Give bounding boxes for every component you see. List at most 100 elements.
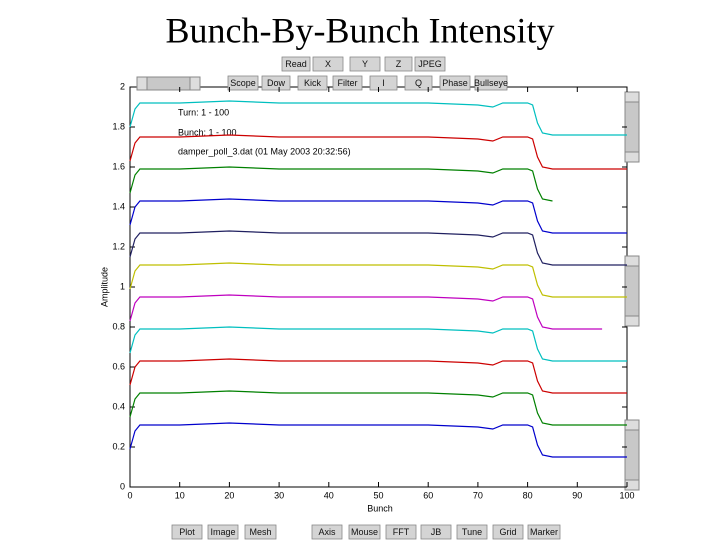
button[interactable]: JB [420, 524, 452, 540]
button-label: Phase [442, 78, 468, 88]
y-tick-label: 0.2 [112, 441, 125, 451]
button[interactable]: Plot [171, 524, 203, 540]
data-line [129, 422, 627, 458]
button-label: JPEG [418, 59, 442, 69]
x-tick-label: 70 [473, 490, 483, 500]
button[interactable]: Mesh [244, 524, 277, 540]
button[interactable]: Tune [456, 524, 488, 540]
button-face [527, 524, 561, 540]
y-tick-label: 0.6 [112, 361, 125, 371]
button[interactable]: Phase [439, 75, 471, 91]
x-tick-label: 10 [175, 490, 185, 500]
annotation: damper_poll_3.dat (01 May 2003 20:32:56) [178, 146, 351, 156]
button-label: FFT [393, 527, 410, 537]
chart-title: Bunch-By-Bunch Intensity [166, 10, 555, 50]
button-label: Mouse [351, 527, 378, 537]
x-tick-label: 90 [572, 490, 582, 500]
button-face [312, 56, 344, 72]
annotation: Turn: 1 - 100 [178, 107, 229, 117]
button[interactable]: Bullseye [474, 75, 508, 91]
annotation: Bunch: 1 - 100 [178, 127, 237, 137]
button[interactable]: Y [349, 56, 381, 72]
data-line [129, 166, 553, 202]
button[interactable]: Q [404, 75, 433, 91]
button-label: Plot [179, 527, 195, 537]
button[interactable]: Filter [332, 75, 363, 91]
button-label: Kick [304, 78, 322, 88]
button-face [420, 524, 452, 540]
button-label: Filter [338, 78, 358, 88]
y-tick-label: 1.4 [112, 201, 125, 211]
button-face [281, 56, 311, 72]
button[interactable]: Mouse [348, 524, 381, 540]
button-label: X [325, 59, 331, 69]
button[interactable]: Read [281, 56, 311, 72]
x-tick-label: 80 [523, 490, 533, 500]
x-tick-label: 40 [324, 490, 334, 500]
data-line [129, 100, 627, 136]
button[interactable]: FFT [385, 524, 417, 540]
button-label: Q [415, 78, 422, 88]
scrollbar[interactable] [624, 255, 640, 327]
button-face [492, 524, 524, 540]
button-face [456, 524, 488, 540]
button-label: Tune [462, 527, 482, 537]
button-face [311, 524, 343, 540]
button-label: Z [396, 59, 402, 69]
button-face [474, 75, 508, 91]
button-label: Grid [499, 527, 516, 537]
x-tick-label: 30 [274, 490, 284, 500]
button-face [439, 75, 471, 91]
button-face [207, 524, 239, 540]
scrollbar[interactable] [624, 419, 640, 491]
y-tick-label: 2 [120, 81, 125, 91]
y-tick-label: 1.8 [112, 121, 125, 131]
x-tick-label: 0 [127, 490, 132, 500]
button-face [227, 75, 259, 91]
button-label: Y [362, 59, 368, 69]
button[interactable]: I [369, 75, 398, 91]
data-line [129, 326, 627, 362]
data-line [129, 294, 603, 330]
scrollbar[interactable] [624, 91, 640, 163]
y-tick-label: 0 [120, 481, 125, 491]
button[interactable]: Marker [527, 524, 561, 540]
button[interactable]: Kick [297, 75, 328, 91]
button-label: Bullseye [474, 78, 508, 88]
button-face [244, 524, 277, 540]
y-tick-label: 1.6 [112, 161, 125, 171]
data-line [129, 134, 627, 170]
y-tick-label: 1 [120, 281, 125, 291]
data-line [129, 358, 627, 394]
button-face [384, 56, 413, 72]
button[interactable]: Image [207, 524, 239, 540]
button-label: Image [210, 527, 235, 537]
button-face [297, 75, 328, 91]
data-line [129, 390, 627, 426]
data-line [129, 262, 627, 298]
button[interactable]: Axis [311, 524, 343, 540]
y-tick-label: 0.8 [112, 321, 125, 331]
x-tick-label: 60 [423, 490, 433, 500]
scrollbar[interactable] [136, 76, 201, 91]
button-face [171, 524, 203, 540]
button[interactable]: Grid [492, 524, 524, 540]
button[interactable]: Dow [261, 75, 291, 91]
button-label: Axis [318, 527, 336, 537]
button-label: Scope [230, 78, 256, 88]
button-face [261, 75, 291, 91]
y-tick-label: 0.4 [112, 401, 125, 411]
x-axis-label: Bunch [367, 503, 393, 513]
button[interactable]: Z [384, 56, 413, 72]
button[interactable]: JPEG [414, 56, 446, 72]
button-face [385, 524, 417, 540]
button[interactable]: Scope [227, 75, 259, 91]
button[interactable]: X [312, 56, 344, 72]
x-tick-label: 20 [224, 490, 234, 500]
button-face [414, 56, 446, 72]
data-line [129, 230, 627, 266]
y-tick-label: 1.2 [112, 241, 125, 251]
button-label: Dow [267, 78, 286, 88]
button-label: Mesh [249, 527, 271, 537]
